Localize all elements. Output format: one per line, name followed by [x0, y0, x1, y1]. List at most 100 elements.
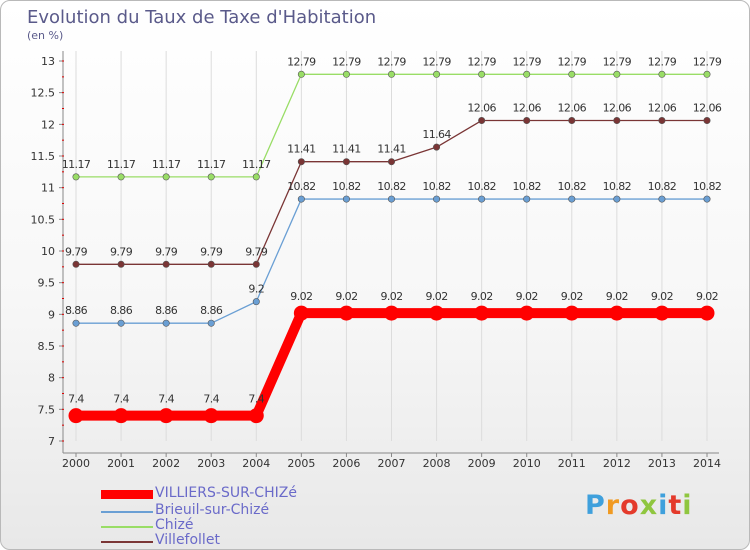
- y-tick-label: 7.5: [38, 403, 56, 416]
- data-point: [703, 195, 711, 203]
- logo-letter: P: [585, 490, 606, 521]
- data-label: 11.41: [377, 143, 406, 156]
- proxiti-logo: Proxiti: [585, 490, 693, 521]
- data-label: 10.82: [693, 180, 722, 193]
- data-label: 12.06: [603, 102, 632, 115]
- x-tick-label: 2000: [62, 457, 90, 470]
- data-label: 12.79: [332, 55, 361, 68]
- legend-swatch-chize: [101, 526, 153, 528]
- data-point: [658, 117, 666, 125]
- data-label: 9.2: [248, 283, 264, 296]
- data-label: 9.02: [426, 290, 448, 303]
- data-point: [162, 260, 170, 268]
- x-tick-label: 2003: [197, 457, 225, 470]
- data-label: 9.79: [245, 245, 268, 258]
- data-point: [699, 305, 715, 321]
- data-label: 9.02: [471, 290, 493, 303]
- data-label: 8.86: [65, 304, 88, 317]
- data-label: 12.79: [648, 55, 677, 68]
- data-point: [338, 305, 354, 321]
- data-label: 12.79: [693, 55, 722, 68]
- data-label: 9.02: [651, 290, 673, 303]
- x-tick-label: 2012: [603, 457, 631, 470]
- data-point: [72, 319, 80, 327]
- logo-letter: t: [668, 490, 683, 521]
- data-label: 12.79: [377, 55, 406, 68]
- x-tick-label: 2001: [107, 457, 135, 470]
- data-point: [68, 408, 84, 424]
- data-point: [252, 173, 260, 181]
- data-point: [433, 143, 441, 151]
- data-point: [523, 70, 531, 78]
- data-label: 11.17: [242, 158, 271, 171]
- data-point: [297, 158, 305, 166]
- y-tick-label: 9: [48, 308, 55, 321]
- data-point: [252, 298, 260, 306]
- data-label: 10.82: [467, 180, 496, 193]
- data-label: 12.06: [558, 102, 587, 115]
- data-label: 11.17: [197, 158, 226, 171]
- data-point: [342, 70, 350, 78]
- data-label: 7.4: [158, 393, 174, 406]
- legend-label-villefollet: Villefollet: [155, 532, 220, 548]
- chart-title: Evolution du Taux de Taxe d'Habitation: [27, 7, 377, 28]
- data-point: [478, 117, 486, 125]
- legend-label-chize: Chizé: [155, 517, 194, 533]
- data-label: 10.82: [603, 180, 632, 193]
- data-label: 9.02: [380, 290, 402, 303]
- data-label: 12.79: [287, 55, 316, 68]
- data-label: 11.64: [422, 128, 451, 141]
- y-tick-label: 11: [41, 182, 55, 195]
- legend-swatch-brieuil: [101, 511, 153, 513]
- data-point: [72, 260, 80, 268]
- data-label: 7.4: [68, 393, 84, 406]
- data-label: 10.82: [422, 180, 451, 193]
- data-point: [207, 319, 215, 327]
- data-point: [478, 195, 486, 203]
- data-point: [568, 195, 576, 203]
- data-point: [703, 70, 711, 78]
- data-point: [293, 305, 309, 321]
- data-label: 12.79: [467, 55, 496, 68]
- data-point: [72, 173, 80, 181]
- data-point: [429, 305, 445, 321]
- data-label: 8.86: [110, 304, 133, 317]
- data-point: [613, 70, 621, 78]
- y-tick-label: 10.5: [31, 213, 56, 226]
- logo-letter: o: [620, 490, 640, 521]
- data-point: [117, 319, 125, 327]
- data-point: [162, 173, 170, 181]
- data-label: 7.4: [113, 393, 129, 406]
- data-label: 12.79: [603, 55, 632, 68]
- data-label: 9.02: [606, 290, 628, 303]
- data-point: [387, 70, 395, 78]
- x-tick-label: 2005: [287, 457, 315, 470]
- legend-swatch-villefollet: [101, 541, 153, 543]
- x-tick-label: 2013: [648, 457, 676, 470]
- data-label: 7.4: [248, 393, 264, 406]
- data-point: [658, 195, 666, 203]
- data-point: [297, 70, 305, 78]
- data-point: [384, 305, 399, 321]
- data-label: 11.17: [107, 158, 136, 171]
- x-tick-label: 2004: [242, 457, 270, 470]
- data-point: [433, 195, 441, 203]
- x-tick-label: 2011: [558, 457, 586, 470]
- data-point: [568, 117, 576, 125]
- data-point: [564, 305, 580, 321]
- x-tick-label: 2007: [378, 457, 406, 470]
- data-label: 9.79: [65, 245, 88, 258]
- data-point: [252, 260, 260, 268]
- x-tick-label: 2010: [513, 457, 541, 470]
- data-point: [609, 305, 625, 321]
- y-tick-label: 9.5: [38, 277, 56, 290]
- data-label: 12.79: [558, 55, 587, 68]
- legend-swatch-villiers: [101, 490, 153, 499]
- data-label: 8.86: [200, 304, 223, 317]
- data-point: [654, 305, 670, 321]
- data-label: 9.79: [200, 245, 223, 258]
- data-point: [117, 173, 125, 181]
- data-label: 11.41: [332, 143, 361, 156]
- data-point: [113, 408, 129, 424]
